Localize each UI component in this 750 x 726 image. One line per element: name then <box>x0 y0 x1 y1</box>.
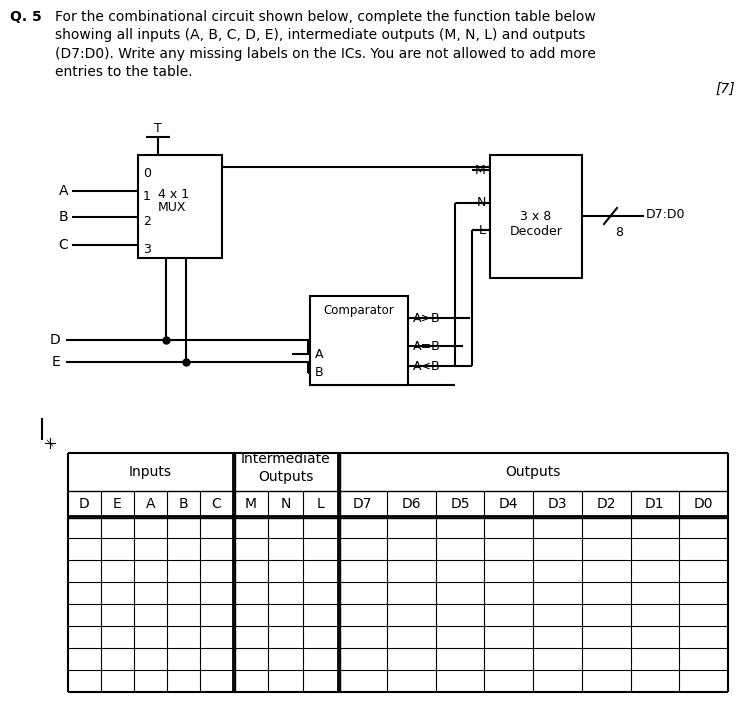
Text: 8: 8 <box>615 226 623 239</box>
Text: D5: D5 <box>450 497 470 510</box>
Text: E: E <box>113 497 122 510</box>
Text: B: B <box>58 210 68 224</box>
Text: A>B: A>B <box>413 311 441 325</box>
Text: 0: 0 <box>143 167 151 180</box>
Text: D: D <box>80 497 90 510</box>
Text: 4 x 1: 4 x 1 <box>158 188 189 201</box>
Text: C: C <box>211 497 221 510</box>
Text: 1: 1 <box>143 190 151 203</box>
Text: Intermediate
Outputs: Intermediate Outputs <box>241 452 330 484</box>
Text: M: M <box>244 497 256 510</box>
Text: MUX: MUX <box>158 201 187 214</box>
Bar <box>310 296 408 385</box>
Text: D2: D2 <box>596 497 616 510</box>
Text: T: T <box>154 122 162 135</box>
Text: Inputs: Inputs <box>129 465 172 479</box>
Text: Decoder: Decoder <box>509 225 562 238</box>
Text: A=B: A=B <box>413 340 441 353</box>
Text: Outputs: Outputs <box>506 465 561 479</box>
Text: D1: D1 <box>645 497 664 510</box>
Text: 3 x 8: 3 x 8 <box>520 210 551 223</box>
Text: 3: 3 <box>143 243 151 256</box>
Text: D0: D0 <box>694 497 713 510</box>
Text: A: A <box>146 497 155 510</box>
Text: D6: D6 <box>401 497 421 510</box>
Text: Comparator: Comparator <box>324 304 394 317</box>
Bar <box>490 155 582 278</box>
Text: L: L <box>316 497 324 510</box>
Text: L: L <box>479 224 486 237</box>
Text: A: A <box>58 184 68 198</box>
Text: M: M <box>476 163 486 176</box>
Text: D7: D7 <box>352 497 372 510</box>
Text: D: D <box>50 333 60 347</box>
Text: For the combinational circuit shown below, complete the function table below
sho: For the combinational circuit shown belo… <box>55 10 596 79</box>
Text: 2: 2 <box>143 215 151 228</box>
Text: D4: D4 <box>499 497 518 510</box>
Text: N: N <box>477 197 486 210</box>
Text: B: B <box>178 497 188 510</box>
Text: [7]: [7] <box>716 82 735 96</box>
Text: A<B: A<B <box>413 359 441 372</box>
Text: D7:D0: D7:D0 <box>646 208 686 221</box>
Bar <box>138 155 222 258</box>
Text: N: N <box>280 497 291 510</box>
Text: A: A <box>315 348 323 361</box>
Text: B: B <box>315 367 324 380</box>
Text: Q. 5: Q. 5 <box>10 10 42 24</box>
Text: C: C <box>58 238 68 252</box>
Text: D3: D3 <box>548 497 567 510</box>
Text: E: E <box>51 355 60 369</box>
